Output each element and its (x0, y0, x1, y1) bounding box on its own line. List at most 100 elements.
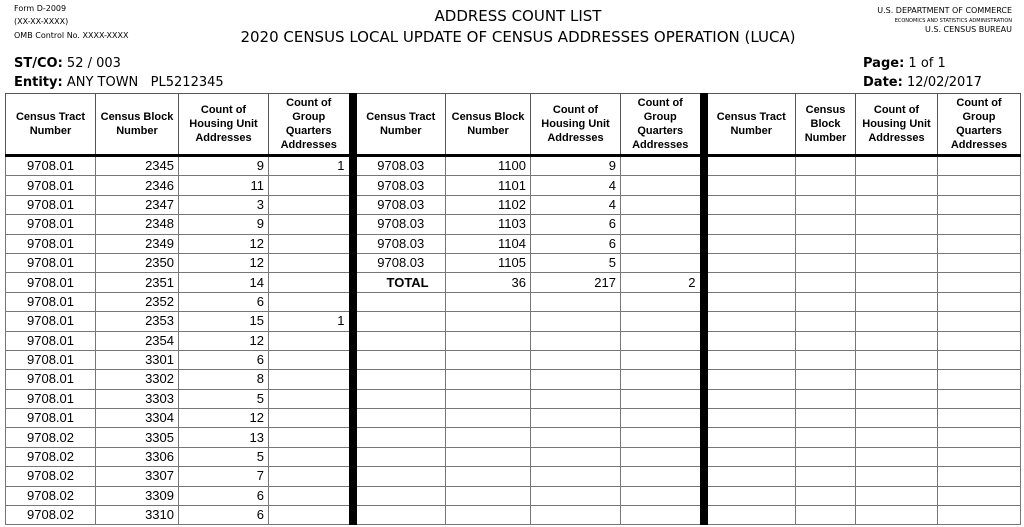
table-cell (268, 233, 353, 254)
table-cell (268, 427, 353, 448)
table-cell (445, 349, 531, 371)
column-header: Census Tract Number (699, 93, 796, 157)
table-cell (620, 175, 704, 196)
table-cell (795, 388, 856, 410)
table-cell (855, 388, 938, 410)
table-cell (620, 233, 704, 254)
table-cell (795, 252, 856, 274)
column-header: Count of Housing Unit Addresses (178, 93, 269, 157)
table-cell (795, 427, 856, 448)
table-cell (699, 291, 796, 313)
table-cell (855, 175, 938, 196)
table-cell (268, 272, 353, 293)
table-row: 9708.02 3307 7 (5, 466, 1021, 487)
table-cell: 3304 (95, 408, 179, 429)
table-cell (699, 485, 796, 507)
table-cell: 9708.01 (5, 369, 96, 390)
table-cell: 5 (530, 252, 621, 274)
address-table: Census Tract Number Census Block Number Co… (5, 93, 1021, 526)
table-cell: 2349 (95, 233, 179, 254)
table-cell: 6 (530, 233, 621, 254)
table-cell (855, 369, 938, 390)
table-cell (795, 194, 856, 216)
table-cell (699, 505, 796, 526)
table-row: 9708.01 2353 15 1 (5, 311, 1021, 332)
subtitle: 2020 CENSUS LOCAL UPDATE OF CENSUS ADDRE… (240, 28, 796, 46)
table-cell (530, 291, 621, 313)
table-cell: 9708.01 (5, 272, 96, 293)
table-cell (937, 194, 1021, 216)
table-cell (348, 311, 446, 332)
stco-label: ST/CO: (14, 56, 63, 71)
table-cell: 12 (178, 233, 269, 254)
table-cell (268, 194, 353, 216)
table-cell (855, 272, 938, 293)
column-header: Census Tract Number (348, 93, 446, 157)
table-cell (795, 446, 856, 468)
table-cell (795, 214, 856, 235)
table-cell (620, 154, 704, 177)
table-cell: 6 (178, 349, 269, 371)
table-cell (937, 349, 1021, 371)
table-cell (855, 252, 938, 274)
table-cell (795, 272, 856, 293)
table-cell (699, 154, 796, 177)
table-cell (348, 466, 446, 487)
table-cell: 3309 (95, 485, 179, 507)
table-cell (268, 330, 353, 351)
table-cell (699, 408, 796, 429)
table-cell (620, 194, 704, 216)
table-cell (855, 330, 938, 351)
table-cell (855, 349, 938, 371)
table-cell (937, 505, 1021, 526)
table-row: 9708.01 2346 11 9708.03 1101 4 (5, 175, 1021, 196)
table-cell (348, 505, 446, 526)
table-cell (620, 330, 704, 351)
table-cell: 4 (530, 175, 621, 196)
table-cell (445, 330, 531, 351)
table-row: 9708.02 3305 13 (5, 427, 1021, 448)
table-row: 9708.01 2351 14 TOTAL 36 217 2 (5, 272, 1021, 293)
table-cell (530, 388, 621, 410)
table-cell (855, 485, 938, 507)
table-cell (620, 349, 704, 371)
table-cell: 1100 (445, 154, 531, 177)
column-header: Census Block Number (95, 93, 179, 157)
table-row: 9708.01 2354 12 (5, 330, 1021, 351)
table-row: 9708.01 2352 6 (5, 291, 1021, 313)
column-header: Count of Housing Unit Addresses (855, 93, 938, 157)
table-cell (268, 505, 353, 526)
table-cell (268, 408, 353, 429)
table-cell (348, 408, 446, 429)
table-cell: 3306 (95, 446, 179, 468)
table-cell (530, 349, 621, 371)
table-cell: 6 (178, 291, 269, 313)
table-cell (445, 505, 531, 526)
table-cell (937, 485, 1021, 507)
table-cell (699, 349, 796, 371)
table-cell (795, 466, 856, 487)
table-cell: 217 (530, 272, 621, 293)
table-row: 9708.02 3306 5 (5, 446, 1021, 468)
table-cell (530, 330, 621, 351)
table-cell (348, 446, 446, 468)
table-cell: 3307 (95, 466, 179, 487)
column-header: Count of Group Quarters Addresses (268, 93, 353, 157)
table-cell (445, 388, 531, 410)
date-label: Date: (863, 75, 903, 90)
table-cell (699, 388, 796, 410)
page-label: Page: (863, 56, 905, 71)
table-cell (855, 505, 938, 526)
table-cell: 9708.01 (5, 214, 96, 235)
table-cell (937, 369, 1021, 390)
table-cell: 12 (178, 252, 269, 274)
table-cell (699, 194, 796, 216)
table-cell (937, 330, 1021, 351)
table-cell: 1 (268, 311, 353, 332)
table-cell (268, 214, 353, 235)
table-cell: TOTAL (348, 272, 446, 293)
table-row: 9708.01 3302 8 (5, 369, 1021, 390)
table-cell: 9708.01 (5, 408, 96, 429)
table-cell (855, 291, 938, 313)
table-cell: 9 (178, 214, 269, 235)
